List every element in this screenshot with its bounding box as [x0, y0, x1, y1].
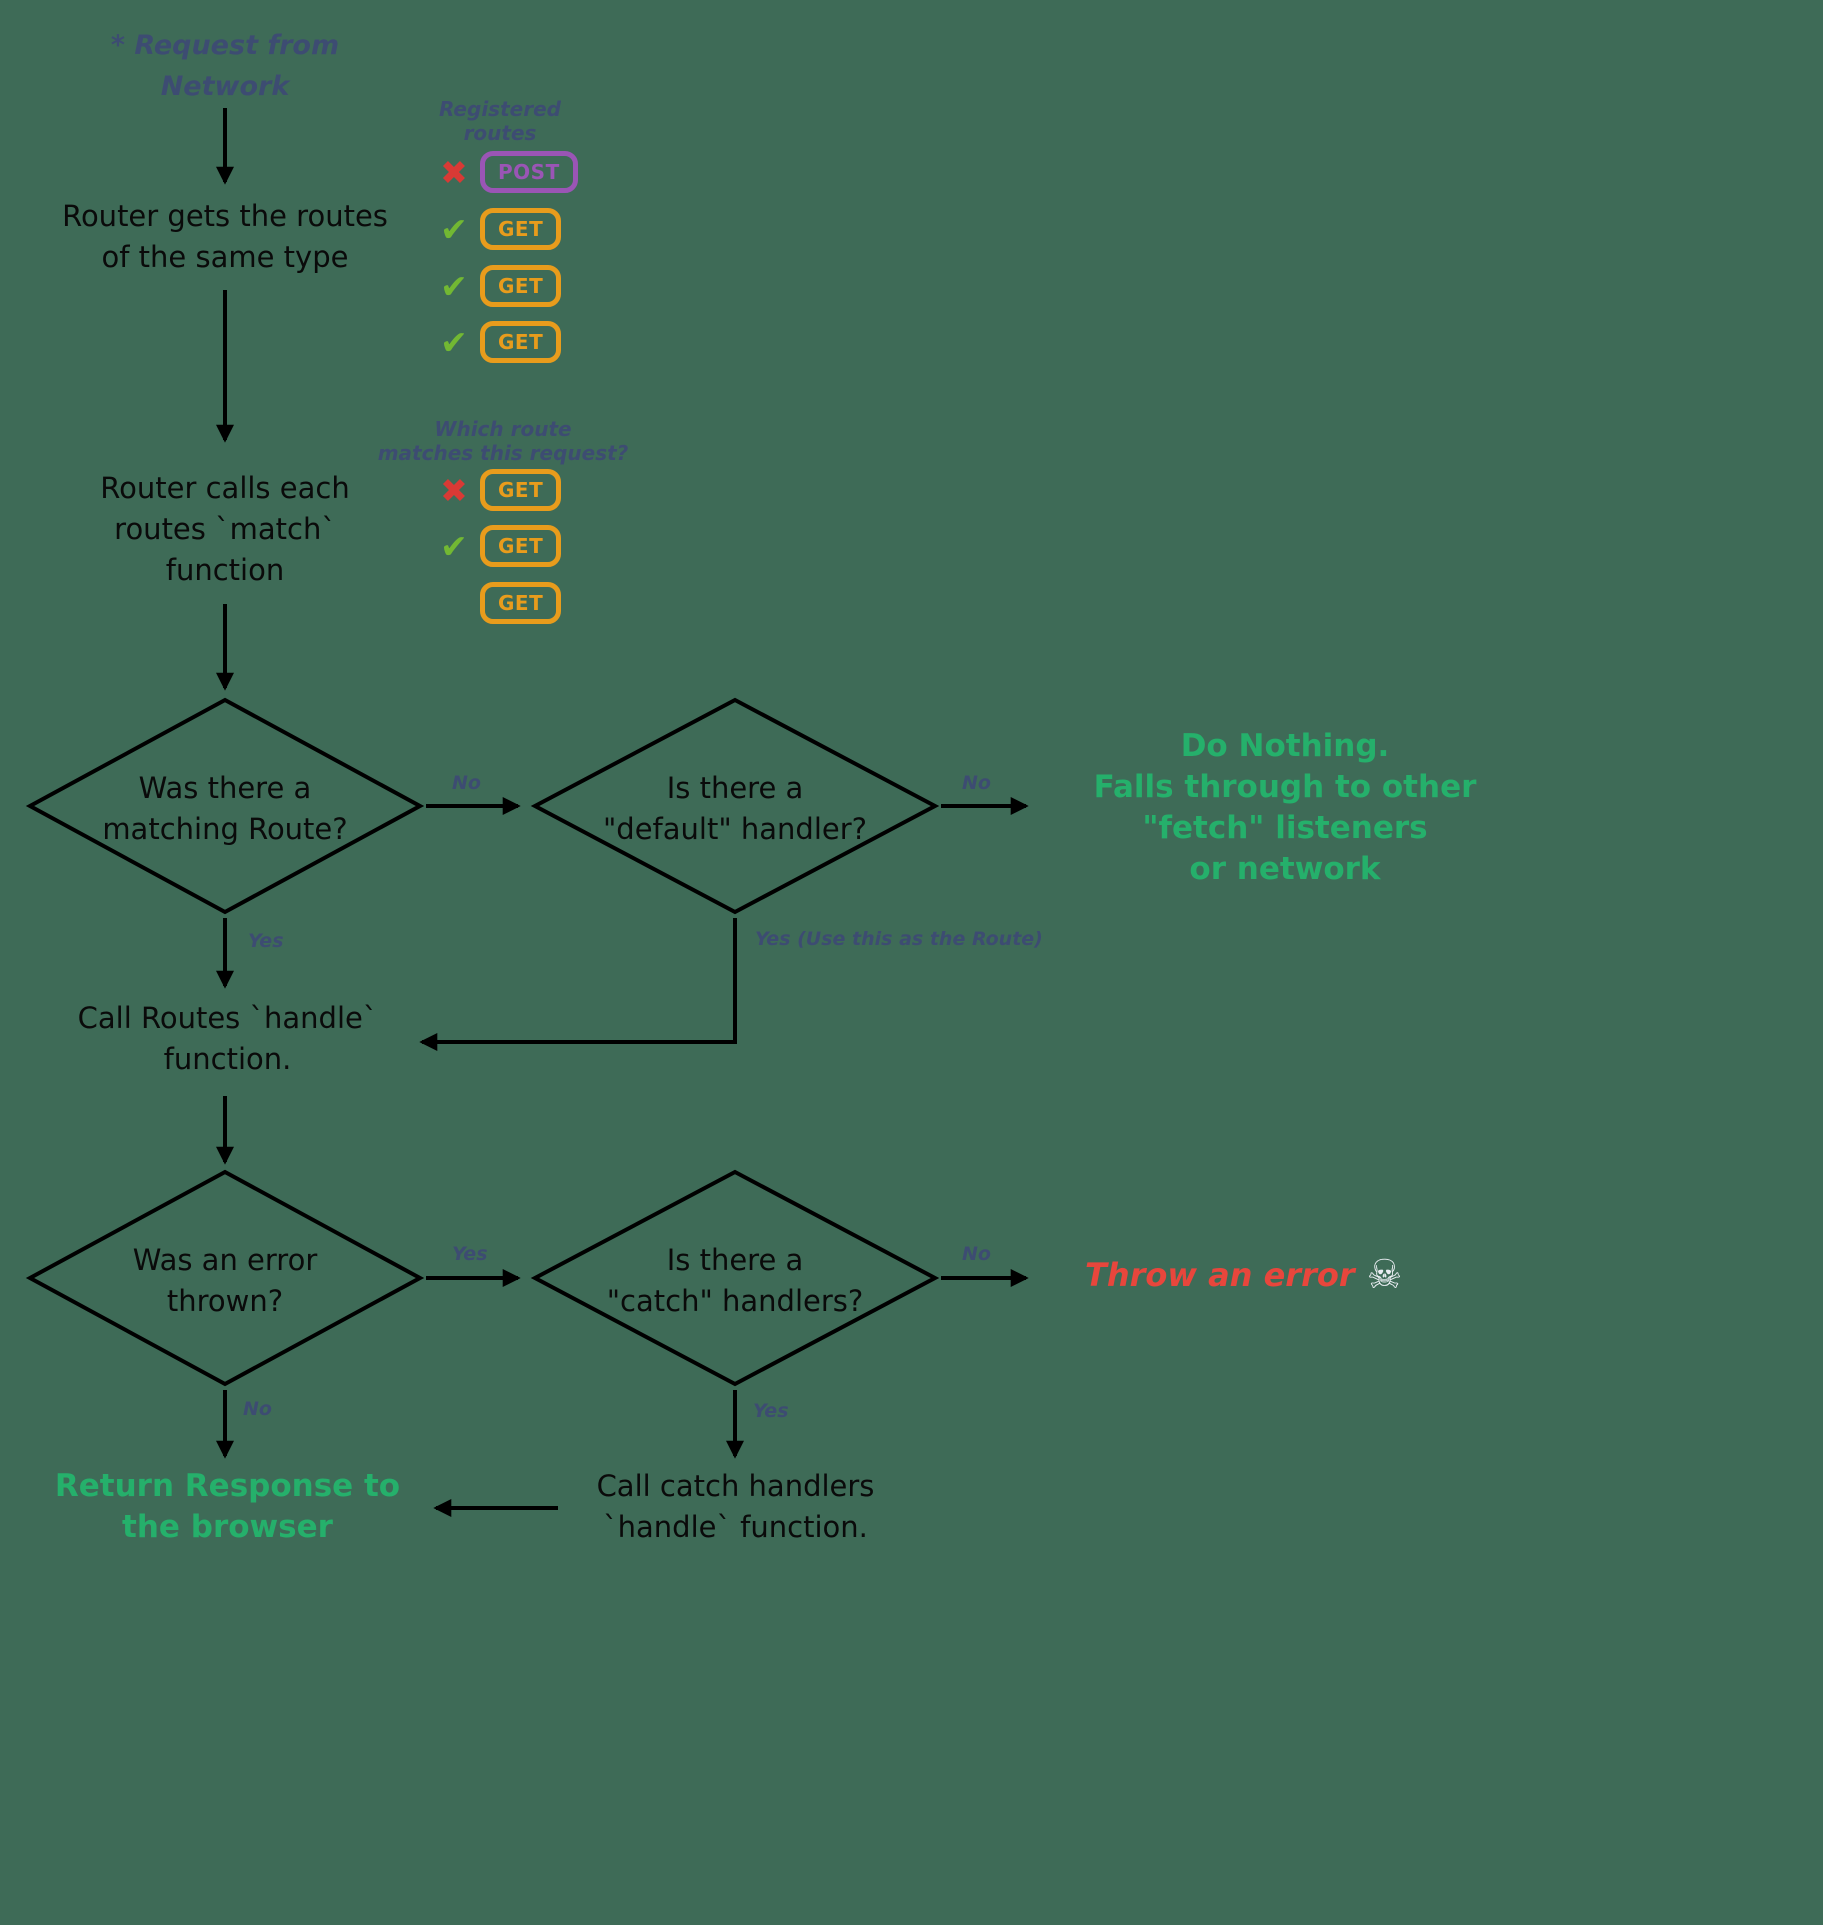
- cross-icon: ✖: [440, 470, 468, 510]
- which-route-label: Which route matches this request?: [377, 417, 629, 465]
- decision-catch-handler-shape: [530, 1169, 940, 1387]
- decision-matching-route-shape: [25, 697, 425, 915]
- route-get-badge: GET: [480, 265, 562, 307]
- edge-label-yes: Yes: [452, 1243, 488, 1265]
- route-row: ✔ GET: [436, 207, 562, 251]
- edge-label-no: No: [962, 1243, 991, 1265]
- edge-label-yes-use-route: Yes (Use this as the Route): [755, 928, 1043, 950]
- edge-label-yes: Yes: [248, 930, 284, 952]
- route-row: ✔ GET: [436, 320, 562, 364]
- router-calls-match-node: Router calls each routes `match` functio…: [100, 471, 350, 588]
- check-icon: ✔: [440, 322, 468, 362]
- route-row: ✖ GET: [436, 468, 562, 512]
- arrow-default-yes-to-call-handle: [419, 918, 737, 1051]
- route-row: ✔ GET: [436, 264, 562, 308]
- return-response-node: Return Response to the browser: [54, 1468, 401, 1545]
- route-row: ✔ GET: [436, 524, 562, 568]
- registered-routes-label: Registered routes: [439, 97, 561, 145]
- decision-matching-route: Was there a matching Route?: [102, 771, 348, 846]
- router-gets-routes-node: Router gets the routes of the same type: [62, 199, 388, 275]
- route-get-badge: GET: [480, 525, 562, 567]
- route-get-badge: GET: [480, 321, 562, 363]
- edge-label-no: No: [452, 772, 481, 794]
- decision-default-handler: Is there a "default" handler?: [602, 771, 868, 846]
- edge-label-no: No: [243, 1398, 272, 1420]
- call-handle-node: Call Routes `handle` function.: [77, 1001, 378, 1077]
- route-post-badge: POST: [480, 151, 578, 193]
- call-catch-node: Call catch handlers `handle` function.: [596, 1469, 875, 1545]
- decision-catch-handler: Is there a "catch" handlers?: [606, 1243, 864, 1318]
- skull-icon: ☠: [1366, 1252, 1403, 1298]
- throw-error-text: Throw an error: [1085, 1256, 1355, 1294]
- decision-error-thrown-shape: [25, 1169, 425, 1387]
- cross-icon: ✖: [440, 152, 468, 192]
- check-icon: ✔: [440, 209, 468, 249]
- decision-default-handler-shape: [530, 697, 940, 915]
- route-get-badge: GET: [480, 469, 562, 511]
- throw-error-note: Throw an error ☠: [1085, 1252, 1402, 1298]
- start-note: * Request from Network: [110, 30, 340, 102]
- route-row: GET: [436, 581, 562, 625]
- route-row: ✖ POST: [436, 150, 578, 194]
- do-nothing-note: Do Nothing. Falls through to other "fetc…: [1093, 728, 1477, 887]
- check-icon: ✔: [440, 266, 468, 306]
- route-get-badge: GET: [480, 582, 562, 624]
- edge-label-yes: Yes: [753, 1400, 789, 1422]
- edge-label-no: No: [962, 772, 991, 794]
- route-get-badge: GET: [480, 208, 562, 250]
- decision-error-thrown: Was an error thrown?: [132, 1243, 318, 1318]
- check-icon: ✔: [440, 526, 468, 566]
